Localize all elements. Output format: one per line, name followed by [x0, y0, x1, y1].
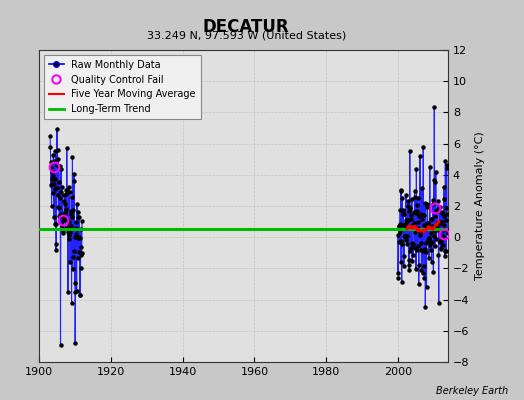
- Text: 33.249 N, 97.593 W (United States): 33.249 N, 97.593 W (United States): [147, 30, 346, 40]
- Y-axis label: Temperature Anomaly (°C): Temperature Anomaly (°C): [475, 132, 485, 280]
- Text: Berkeley Earth: Berkeley Earth: [436, 386, 508, 396]
- Legend: Raw Monthly Data, Quality Control Fail, Five Year Moving Average, Long-Term Tren: Raw Monthly Data, Quality Control Fail, …: [44, 55, 201, 119]
- Text: DECATUR: DECATUR: [203, 18, 290, 36]
